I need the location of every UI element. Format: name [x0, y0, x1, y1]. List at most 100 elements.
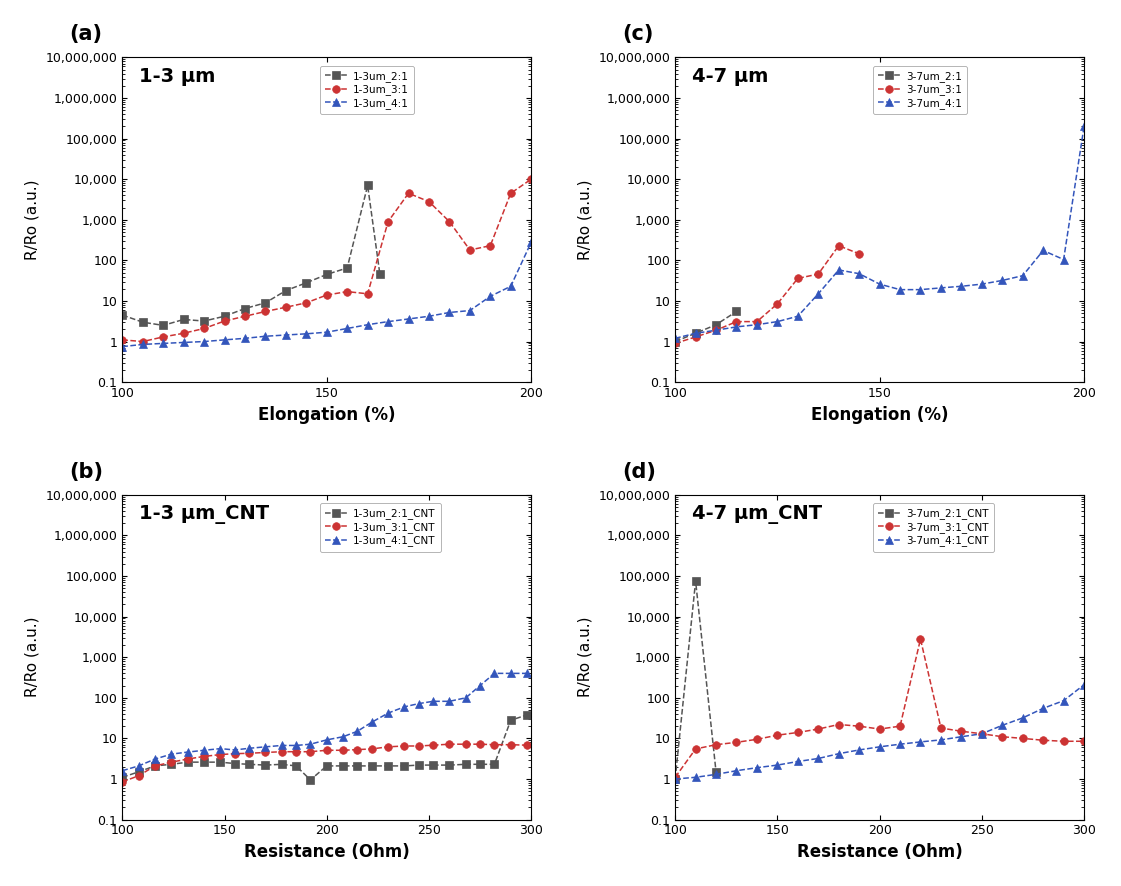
Y-axis label: R/Ro (a.u.): R/Ro (a.u.): [577, 617, 593, 697]
Line: 1-3um_4:1_CNT: 1-3um_4:1_CNT: [119, 670, 531, 774]
1-3um_2:1: [299, 277, 313, 288]
1-3um_2:1_CNT: [197, 757, 211, 767]
1-3um_3:1_CNT: [426, 740, 439, 750]
1-3um_3:1_CNT: [242, 748, 256, 758]
1-3um_3:1: [463, 245, 476, 255]
3-7um_4:1: [1016, 270, 1029, 281]
3-7um_2:1_CNT: [710, 766, 723, 777]
1-3um_4:1_CNT: [148, 754, 161, 765]
3-7um_3:1: [668, 338, 682, 349]
Line: 1-3um_2:1_CNT: 1-3um_2:1_CNT: [119, 711, 531, 784]
1-3um_4:1: [381, 316, 395, 327]
Line: 3-7um_3:1: 3-7um_3:1: [671, 242, 863, 347]
3-7um_4:1: [730, 322, 743, 332]
3-7um_4:1_CNT: [832, 749, 845, 759]
1-3um_2:1: [341, 262, 354, 273]
3-7um_3:1: [791, 273, 805, 284]
Y-axis label: R/Ro (a.u.): R/Ro (a.u.): [577, 180, 593, 260]
1-3um_3:1: [525, 174, 538, 184]
Legend: 3-7um_2:1_CNT, 3-7um_3:1_CNT, 3-7um_4:1_CNT: 3-7um_2:1_CNT, 3-7um_3:1_CNT, 3-7um_4:1_…: [872, 503, 993, 552]
Line: 1-3um_4:1: 1-3um_4:1: [119, 238, 535, 351]
Y-axis label: R/Ro (a.u.): R/Ro (a.u.): [25, 180, 40, 260]
3-7um_3:1_CNT: [1037, 735, 1050, 746]
3-7um_2:1: [668, 336, 682, 346]
1-3um_3:1: [401, 188, 415, 198]
1-3um_4:1_CNT: [197, 745, 211, 756]
1-3um_3:1: [177, 328, 191, 338]
3-7um_4:1: [1057, 254, 1071, 265]
1-3um_2:1_CNT: [228, 758, 241, 769]
1-3um_2:1_CNT: [336, 760, 350, 771]
Line: 1-3um_3:1_CNT: 1-3um_3:1_CNT: [119, 741, 531, 786]
Legend: 3-7um_2:1, 3-7um_3:1, 3-7um_4:1: 3-7um_2:1, 3-7um_3:1, 3-7um_4:1: [872, 66, 967, 114]
Text: (b): (b): [70, 462, 103, 482]
3-7um_3:1_CNT: [995, 732, 1009, 742]
1-3um_3:1_CNT: [259, 747, 272, 758]
1-3um_4:1_CNT: [426, 696, 439, 707]
3-7um_3:1_CNT: [914, 633, 927, 644]
3-7um_2:1: [730, 307, 743, 317]
3-7um_3:1_CNT: [934, 723, 947, 734]
3-7um_4:1_CNT: [893, 739, 907, 750]
1-3um_4:1: [279, 330, 293, 340]
3-7um_3:1_CNT: [770, 730, 784, 741]
3-7um_4:1_CNT: [955, 732, 969, 742]
3-7um_4:1_CNT: [934, 734, 947, 745]
1-3um_4:1_CNT: [473, 680, 487, 691]
1-3um_4:1_CNT: [275, 740, 288, 750]
1-3um_2:1: [217, 311, 231, 322]
3-7um_4:1: [852, 268, 865, 279]
1-3um_3:1: [157, 331, 170, 342]
1-3um_4:1: [136, 339, 149, 350]
1-3um_2:1_CNT: [443, 760, 456, 771]
1-3um_4:1: [217, 335, 231, 346]
Text: 1-3 μm_CNT: 1-3 μm_CNT: [139, 505, 269, 524]
1-3um_2:1_CNT: [351, 760, 364, 771]
1-3um_3:1_CNT: [504, 740, 518, 750]
1-3um_4:1_CNT: [180, 747, 194, 758]
1-3um_4:1: [361, 319, 374, 330]
1-3um_2:1_CNT: [259, 760, 272, 771]
3-7um_3:1_CNT: [832, 719, 845, 730]
1-3um_4:1_CNT: [460, 693, 473, 703]
Text: 4-7 μm: 4-7 μm: [692, 67, 768, 86]
3-7um_4:1: [1077, 121, 1091, 132]
1-3um_2:1_CNT: [165, 759, 178, 770]
X-axis label: Elongation (%): Elongation (%): [258, 406, 396, 424]
1-3um_4:1: [319, 327, 333, 338]
1-3um_4:1_CNT: [165, 749, 178, 759]
3-7um_4:1_CNT: [668, 773, 682, 784]
1-3um_2:1: [157, 320, 170, 330]
Line: 1-3um_2:1: 1-3um_2:1: [119, 182, 383, 330]
1-3um_2:1_CNT: [275, 759, 288, 770]
1-3um_2:1_CNT: [488, 759, 501, 770]
1-3um_3:1: [279, 302, 293, 313]
3-7um_3:1_CNT: [730, 737, 743, 748]
1-3um_3:1: [217, 315, 231, 326]
1-3um_3:1_CNT: [214, 750, 228, 760]
1-3um_3:1: [483, 240, 497, 251]
1-3um_3:1: [341, 286, 354, 297]
1-3um_3:1: [259, 307, 272, 317]
Line: 3-7um_4:1_CNT: 3-7um_4:1_CNT: [671, 681, 1087, 783]
1-3um_2:1: [115, 310, 129, 321]
3-7um_3:1_CNT: [873, 724, 887, 734]
3-7um_2:1_CNT: [668, 773, 682, 784]
1-3um_3:1_CNT: [180, 754, 194, 765]
3-7um_4:1_CNT: [873, 742, 887, 752]
1-3um_4:1_CNT: [228, 744, 241, 755]
3-7um_4:1_CNT: [852, 744, 865, 755]
1-3um_3:1: [443, 216, 456, 227]
1-3um_2:1_CNT: [426, 760, 439, 771]
1-3um_4:1_CNT: [351, 726, 364, 736]
1-3um_2:1: [197, 315, 211, 326]
1-3um_4:1: [463, 306, 476, 316]
X-axis label: Resistance (Ohm): Resistance (Ohm): [797, 843, 963, 861]
1-3um_4:1_CNT: [115, 766, 129, 776]
1-3um_4:1: [443, 307, 456, 318]
1-3um_2:1: [259, 298, 272, 308]
1-3um_4:1_CNT: [132, 760, 146, 771]
1-3um_4:1_CNT: [413, 698, 426, 709]
3-7um_4:1_CNT: [770, 760, 784, 771]
Text: (a): (a): [70, 25, 102, 44]
